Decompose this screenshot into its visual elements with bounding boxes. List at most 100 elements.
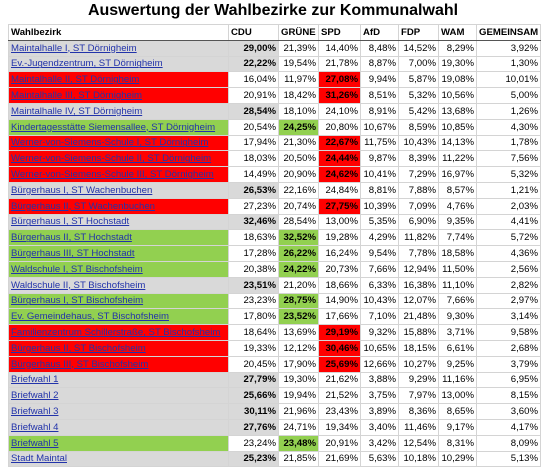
district-link[interactable]: Bürgerhaus I, ST Hochstadt — [8, 213, 229, 231]
percent-cell: 7,09% — [398, 197, 439, 215]
percent-cell: 27,75% — [318, 197, 361, 215]
percent-cell: 6,90% — [398, 213, 439, 231]
district-link[interactable]: Bürgerhaus I, ST Bischofsheim — [8, 292, 229, 310]
district-link[interactable]: Familienzentrum Schillerstraße, ST Bisch… — [8, 324, 229, 341]
percent-cell: 3,40% — [360, 418, 399, 436]
data-row: Bürgerhaus I, ST Wachenbuchen 26,53% 22,16… — [8, 181, 541, 199]
percent-cell: 11,82% — [398, 229, 439, 247]
percent-cell: 3,75% — [360, 387, 399, 405]
percent-cell: 6,61% — [438, 339, 477, 357]
percent-cell: 11,46% — [398, 418, 439, 436]
district-link[interactable]: Briefwahl 1 — [8, 371, 229, 389]
percent-cell: 8,87% — [360, 55, 399, 73]
district-link[interactable]: Bürgerhaus II, ST Wachenbuchen — [8, 197, 229, 215]
percent-cell: 8,59% — [398, 118, 439, 136]
district-link[interactable]: Bürgerhaus III, ST Hochstadt — [8, 245, 229, 262]
percent-cell: 7,29% — [398, 166, 439, 183]
percent-cell: 15,88% — [398, 324, 439, 341]
percent-cell: 7,10% — [360, 308, 399, 326]
percent-cell: 9,87% — [360, 150, 399, 168]
percent-cell: 27,79% — [228, 371, 279, 389]
percent-cell: 11,50% — [438, 260, 477, 278]
percent-cell: 8,15% — [476, 387, 541, 405]
percent-cell: 19,28% — [318, 229, 361, 247]
column-header: FDP — [398, 24, 439, 41]
district-link[interactable]: Werner-von-Siemens-Schule II, ST Dörnigh… — [8, 150, 229, 168]
district-link[interactable]: Briefwahl 2 — [8, 387, 229, 405]
percent-cell: 19,30% — [278, 371, 319, 389]
percent-cell: 10,27% — [398, 355, 439, 373]
percent-cell: 13,69% — [278, 324, 319, 341]
percent-cell: 16,38% — [398, 276, 439, 294]
percent-cell: 10,43% — [360, 292, 399, 310]
district-link[interactable]: Maintalhalle I, ST Dörnigheim — [8, 39, 229, 57]
percent-cell: 2,82% — [476, 276, 541, 294]
percent-cell: 23,24% — [228, 434, 279, 452]
column-header: SPD — [318, 24, 361, 41]
district-link[interactable]: Briefwahl 5 — [8, 434, 229, 452]
data-row: Kindertagesstätte Siemensallee, ST Dörni… — [8, 118, 541, 136]
percent-cell: 7,97% — [398, 387, 439, 405]
percent-cell: 2,03% — [476, 197, 541, 215]
district-link[interactable]: Maintalhalle II, ST Dörnigheim — [8, 71, 229, 89]
percent-cell: 5,72% — [476, 229, 541, 247]
column-header: AfD — [360, 24, 399, 41]
district-link[interactable]: Kindertagesstätte Siemensallee, ST Dörni… — [8, 118, 229, 136]
percent-cell: 8,51% — [360, 87, 399, 104]
column-header: WAM — [438, 24, 477, 41]
percent-cell: 5,00% — [476, 87, 541, 104]
district-link[interactable]: Bürgerhaus I, ST Wachenbuchen — [8, 181, 229, 199]
percent-cell: 5,13% — [476, 450, 541, 468]
percent-cell: 11,10% — [438, 276, 477, 294]
data-row: Bürgerhaus II, ST Bischofsheim 19,33% 12,1… — [8, 339, 541, 357]
district-link[interactable]: Maintalhalle III, ST Dörnigheim — [8, 87, 229, 104]
data-row: Bürgerhaus II, ST Wachenbuchen 27,23% 20,7… — [8, 197, 541, 215]
district-link[interactable]: Bürgerhaus II, ST Bischofsheim — [8, 339, 229, 357]
percent-cell: 10,18% — [398, 450, 439, 468]
district-link[interactable]: Briefwahl 4 — [8, 418, 229, 436]
district-link[interactable]: Ev. Gemeindehaus, ST Bischofsheim — [8, 308, 229, 326]
data-row: Bürgerhaus II, ST Hochstadt 18,63% 32,52% 1… — [8, 229, 541, 247]
page-title: Auswertung der Wahlbezirke zur Kommunalw… — [87, 2, 459, 19]
percent-cell: 18,42% — [278, 87, 319, 104]
percent-cell: 29,00% — [228, 39, 279, 57]
percent-cell: 3,71% — [438, 324, 477, 341]
percent-cell: 3,14% — [476, 308, 541, 326]
percent-cell: 20,90% — [278, 166, 319, 183]
district-link[interactable]: Bürgerhaus III, ST Bischofsheim — [8, 355, 229, 373]
percent-cell: 5,32% — [476, 166, 541, 183]
percent-cell: 12,66% — [360, 355, 399, 373]
percent-cell: 9,94% — [360, 71, 399, 89]
percent-cell: 6,33% — [360, 276, 399, 294]
district-link[interactable]: Waldschule II, ST Bischofsheim — [8, 276, 229, 294]
district-link[interactable]: Maintalhalle IV, ST Dörnigheim — [8, 102, 229, 120]
percent-cell: 31,26% — [318, 87, 361, 104]
percent-cell: 12,94% — [398, 260, 439, 278]
percent-cell: 21,30% — [278, 134, 319, 152]
data-row: Briefwahl 4 27,76% 24,71% 19,34% 3,40% 11,46%… — [8, 418, 541, 436]
district-link[interactable]: Briefwahl 3 — [8, 403, 229, 420]
column-header: GRÜNE — [278, 24, 319, 41]
percent-cell: 14,40% — [318, 39, 361, 57]
percent-cell: 25,69% — [318, 355, 361, 373]
percent-cell: 17,90% — [278, 355, 319, 373]
percent-cell: 1,30% — [476, 55, 541, 73]
district-link[interactable]: Waldschule I, ST Bischofsheim — [8, 260, 229, 278]
data-row: Briefwahl 3 30,11% 21,96% 23,43% 3,89% 8,36% 8… — [8, 403, 541, 420]
percent-cell: 4,36% — [476, 245, 541, 262]
data-row: Maintalhalle I, ST Dörnigheim 29,00% 21,39… — [8, 39, 541, 57]
percent-cell: 14,52% — [398, 39, 439, 57]
percent-cell: 26,22% — [278, 245, 319, 262]
percent-cell: 4,76% — [438, 197, 477, 215]
percent-cell: 14,13% — [438, 134, 477, 152]
district-link[interactable]: Bürgerhaus II, ST Hochstadt — [8, 229, 229, 247]
district-link[interactable]: Ev.-Jugendzentrum, ST Dörnigheim — [8, 55, 229, 73]
district-link[interactable]: Werner-von-Siemens-Schule I, ST Dörnighe… — [8, 134, 229, 152]
percent-cell: 20,91% — [228, 87, 279, 104]
percent-cell: 21,20% — [278, 276, 319, 294]
percent-cell: 21,62% — [318, 371, 361, 389]
percent-cell: 5,87% — [398, 71, 439, 89]
percent-cell: 8,29% — [438, 39, 477, 57]
district-link[interactable]: Werner-von-Siemens-Schule III, ST Dörnig… — [8, 166, 229, 183]
district-link[interactable]: Stadt Maintal — [8, 450, 229, 468]
